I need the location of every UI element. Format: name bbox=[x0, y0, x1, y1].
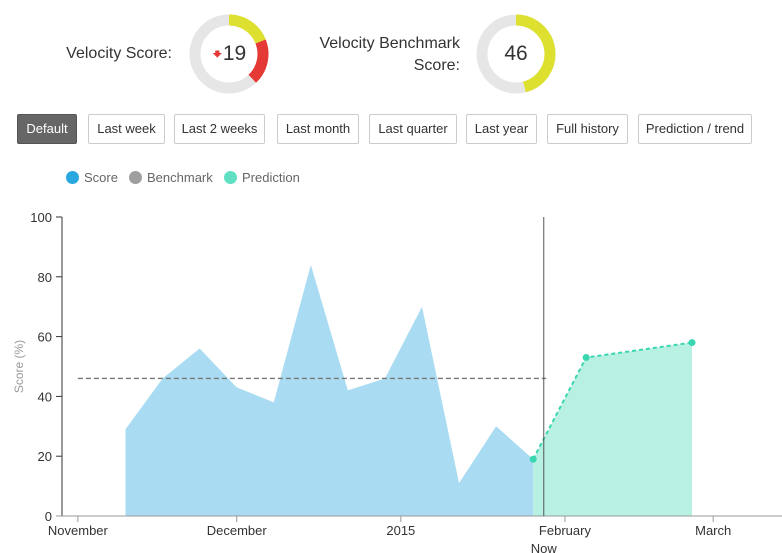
prediction-point-0 bbox=[529, 455, 537, 463]
range-button-last-quarter[interactable]: Last quarter bbox=[369, 114, 457, 144]
legend-item-benchmark[interactable]: Benchmark bbox=[129, 170, 213, 185]
legend-label-score: Score bbox=[84, 170, 118, 185]
y-axis-grid bbox=[56, 216, 62, 517]
benchmark-label-line1: Velocity Benchmark bbox=[319, 35, 460, 52]
trend-down-arrow-icon: 🠻 bbox=[211, 44, 223, 64]
y-tick-label-0: 0 bbox=[45, 509, 52, 524]
velocity-score-label: Velocity Score: bbox=[66, 45, 172, 62]
velocity-score-gauge bbox=[189, 14, 269, 94]
benchmark-score-label: Velocity Benchmark Score: bbox=[300, 33, 460, 77]
x-tick-label-0: November bbox=[48, 523, 109, 538]
area-layer bbox=[77, 264, 696, 516]
x-tick-label-2: 2015 bbox=[386, 523, 415, 538]
label-layer: 0 20 40 60 80 100 Score (%) Now November December… bbox=[12, 210, 731, 553]
x-tick-label-1: December bbox=[207, 523, 268, 538]
benchmark-score-gauge bbox=[476, 14, 556, 94]
velocity-score-value: 🠻19 bbox=[196, 42, 262, 72]
y-tick-label-40: 40 bbox=[38, 389, 52, 404]
score-area bbox=[125, 264, 534, 516]
range-button-prediction-trend[interactable]: Prediction / trend bbox=[638, 114, 752, 144]
prediction-point-2 bbox=[688, 339, 696, 347]
x-tick-label-4: March bbox=[695, 523, 731, 538]
benchmark-label-line2: Score: bbox=[413, 57, 460, 74]
legend-dot-score-icon bbox=[66, 171, 79, 184]
y-tick-label-100: 100 bbox=[30, 210, 52, 225]
velocity-gauge-warn-arc bbox=[228, 14, 266, 44]
range-button-last-year[interactable]: Last year bbox=[466, 114, 537, 144]
y-axis-title: Score (%) bbox=[12, 340, 26, 393]
benchmark-gauge-fill-arc bbox=[515, 14, 556, 93]
range-button-full-history[interactable]: Full history bbox=[547, 114, 628, 144]
y-tick-label-80: 80 bbox=[38, 270, 52, 285]
y-tick-label-60: 60 bbox=[38, 330, 52, 345]
velocity-gauge-fill-arc bbox=[248, 39, 269, 83]
legend-item-prediction[interactable]: Prediction bbox=[224, 170, 300, 185]
range-button-default[interactable]: Default bbox=[17, 114, 77, 144]
benchmark-score-value: 46 bbox=[504, 42, 528, 65]
legend-dot-prediction-icon bbox=[224, 171, 237, 184]
range-button-last-2-weeks[interactable]: Last 2 weeks bbox=[174, 114, 265, 144]
x-tick-label-3: February bbox=[539, 523, 592, 538]
legend-label-prediction: Prediction bbox=[242, 170, 300, 185]
now-label: Now bbox=[531, 541, 558, 553]
legend-dot-benchmark-icon bbox=[129, 171, 142, 184]
axis-layer bbox=[56, 217, 782, 522]
prediction-point-1 bbox=[582, 354, 590, 362]
score-area-chart: 0 20 40 60 80 100 Score (%) Now November December… bbox=[12, 210, 782, 553]
legend-label-benchmark: Benchmark bbox=[147, 170, 213, 185]
legend-item-score[interactable]: Score bbox=[66, 170, 118, 185]
range-button-last-week[interactable]: Last week bbox=[88, 114, 165, 144]
prediction-area bbox=[533, 342, 692, 516]
velocity-score-number: 19 bbox=[222, 42, 247, 65]
y-tick-label-20: 20 bbox=[38, 449, 52, 464]
range-button-last-month[interactable]: Last month bbox=[277, 114, 359, 144]
